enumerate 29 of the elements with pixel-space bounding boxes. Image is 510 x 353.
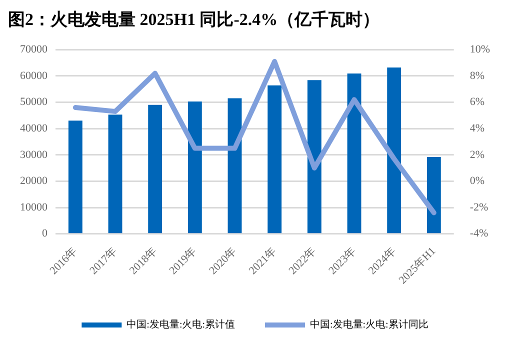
bar bbox=[307, 80, 322, 234]
y-tick-label: 70000 bbox=[20, 43, 48, 56]
y2-tick-label: 8% bbox=[470, 70, 485, 82]
bar bbox=[268, 85, 282, 234]
y-tick-label: 40000 bbox=[20, 122, 48, 134]
bar bbox=[148, 104, 162, 234]
bar bbox=[228, 98, 242, 234]
y2-tick-label: 10% bbox=[470, 43, 490, 56]
y2-tick-label: 4% bbox=[470, 122, 485, 134]
bar bbox=[347, 74, 362, 234]
bar bbox=[188, 101, 202, 234]
y2-tick-label: 2% bbox=[470, 148, 485, 161]
y2-tick-label: 6% bbox=[470, 96, 485, 108]
y2-tick-label: -2% bbox=[470, 201, 488, 214]
y-tick-label: 10000 bbox=[20, 201, 48, 214]
y-tick-label: 0 bbox=[42, 228, 48, 240]
y2-tick-label: 0% bbox=[470, 175, 485, 188]
y-tick-label: 60000 bbox=[20, 70, 48, 82]
bar bbox=[387, 67, 402, 234]
y2-tick-label: -4% bbox=[470, 228, 488, 240]
y-tick-label: 50000 bbox=[20, 96, 48, 108]
bar bbox=[68, 120, 82, 234]
y-tick-label: 30000 bbox=[20, 148, 48, 161]
bar bbox=[426, 156, 441, 234]
y-tick-label: 20000 bbox=[20, 175, 48, 188]
chart-title: 图2：火电发电量 2025H1 同比-2.4%（亿千瓦时） bbox=[8, 9, 381, 31]
legend-label: 中国:发电量:火电:累计同比 bbox=[310, 318, 428, 331]
legend-label: 中国:发电量:火电:累计值 bbox=[126, 318, 236, 331]
bar bbox=[108, 114, 122, 234]
